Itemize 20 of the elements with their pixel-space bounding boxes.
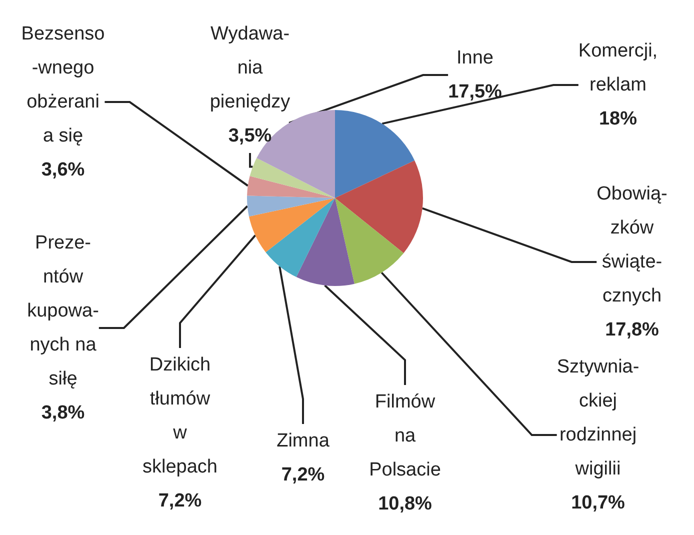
data-label: 18% [598, 108, 638, 130]
slice-label: Zimna [276, 430, 330, 452]
data-label: 3,5% [228, 126, 272, 146]
data-label: 7,2% [281, 464, 325, 486]
data-label: 3,8% [41, 402, 85, 424]
data-label: 10,8% [378, 494, 432, 514]
data-label: 3,6% [41, 160, 85, 180]
slice-label: Inne [456, 48, 494, 68]
data-label: 17,8% [605, 320, 660, 340]
slice-label: Komercji, reklam [578, 40, 658, 96]
slice-label: Obowią- zków świąte- cznych [596, 184, 668, 306]
slice-label: Dzikich tłumów w sklepach [142, 354, 218, 478]
slice-label: Sztywnia- ckiej rodzinnej wigilii [556, 356, 640, 480]
data-label: 10,7% [571, 492, 626, 514]
slice-label: Preze- ntów kupowa- nych na siłę [27, 232, 99, 390]
slice-label: Filmów na Polsacie [369, 392, 441, 480]
data-label: 7,2% [158, 490, 202, 512]
data-label: 17,5% [448, 82, 502, 102]
slice-label: Wydawa- nia pieniędzy [210, 24, 291, 112]
slice-label: Bezsenso -wnego obżerani a się [21, 24, 105, 146]
